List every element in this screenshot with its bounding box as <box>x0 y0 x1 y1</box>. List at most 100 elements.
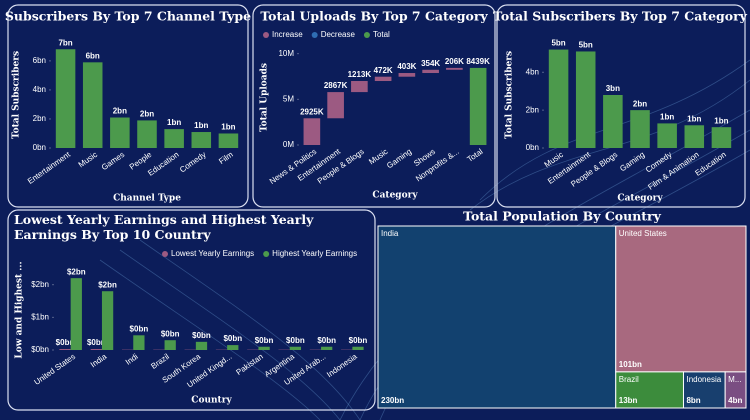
bar <box>398 73 416 77</box>
value-label: $0bn <box>130 324 149 333</box>
x-tick-label: Film & Animation <box>646 150 700 192</box>
legend-marker <box>363 32 370 38</box>
y-tick-label: 4bn <box>33 85 46 94</box>
bar <box>90 349 102 350</box>
bar <box>110 117 130 148</box>
y-axis-label: Total Subscribers <box>12 51 22 139</box>
cell-value: 101bn <box>619 360 642 369</box>
x-tick-label: Total <box>465 147 484 164</box>
y-axis-label: Low and Highest ... <box>15 261 25 358</box>
x-tick-label: Games <box>100 150 126 172</box>
x-tick-label: Music <box>77 150 99 169</box>
bar <box>218 133 239 148</box>
y-tick-label: 6bn <box>33 56 46 65</box>
x-tick-label: Gaming <box>385 147 413 170</box>
x-tick-label: Indi <box>124 352 140 367</box>
value-label: 403K <box>397 62 416 71</box>
x-tick-label: Indonesia <box>325 352 359 380</box>
cell-value: 4bn <box>728 396 742 405</box>
legend-marker <box>311 32 318 38</box>
y-tick-label: 10M <box>278 49 294 58</box>
panel <box>496 4 746 208</box>
bar <box>548 49 569 149</box>
y-axis-label: Total Uploads <box>260 63 270 132</box>
bar <box>137 120 157 148</box>
value-label: $0bn <box>223 334 242 343</box>
value-label: 1213K <box>348 70 372 79</box>
legend-marker <box>263 251 270 257</box>
y-tick-label: 4bn <box>526 67 539 76</box>
legend-label: Decrease <box>321 30 356 39</box>
bar <box>469 67 487 145</box>
y-tick-label: 2bn <box>33 114 46 123</box>
bar <box>133 335 145 350</box>
bar <box>59 349 71 350</box>
bar <box>101 291 114 350</box>
chart-title: Total Uploads By Top 7 Category <box>260 9 488 24</box>
bar <box>657 123 677 148</box>
panel <box>7 209 376 411</box>
value-label: $2bn <box>98 280 117 289</box>
value-label: 7bn <box>58 38 72 47</box>
legend-marker <box>162 251 168 257</box>
value-label: $0bn <box>161 329 180 338</box>
chart-title: Total Population By Country <box>463 209 662 224</box>
x-tick-label: Gaming <box>618 150 646 173</box>
y-tick-label: 5M <box>283 94 294 103</box>
x-tick-label: Comedy <box>178 150 208 174</box>
value-label: 472K <box>374 66 393 75</box>
value-label: 2867K <box>324 81 348 90</box>
treemap-cell <box>724 371 747 409</box>
y-tick-label: $2bn <box>31 280 49 289</box>
value-label: $0bn <box>56 338 75 347</box>
value-label: 5bn <box>579 41 593 50</box>
value-label: 206K <box>445 57 464 66</box>
value-label: 354K <box>421 59 440 68</box>
value-label: 5bn <box>551 39 565 48</box>
x-tick-label: Film <box>217 150 235 166</box>
x-axis-label: Country <box>191 396 232 406</box>
cell-value: 230bn <box>381 396 404 405</box>
cell-value: 8bn <box>686 396 700 405</box>
y-tick-label: 2bn <box>526 105 539 114</box>
x-axis-label: Channel Type <box>113 194 181 204</box>
cell-label: M... <box>728 375 741 384</box>
y-tick-label: $0bn <box>31 345 49 354</box>
x-tick-label: United States <box>32 352 77 387</box>
legend-label: Increase <box>272 30 303 39</box>
bar <box>603 95 623 148</box>
panel <box>252 4 496 208</box>
y-tick-label: 0M <box>283 140 294 149</box>
bar <box>195 341 208 350</box>
x-tick-label: India <box>89 352 109 370</box>
bar <box>258 346 270 350</box>
y-tick-label: 0bn <box>33 143 46 152</box>
legend-label: Total <box>373 30 390 39</box>
value-label: $0bn <box>286 336 305 345</box>
cell-label: Brazil <box>619 375 639 384</box>
value-label: 1bn <box>660 113 674 122</box>
value-label: $0bn <box>255 336 274 345</box>
value-label: 2bn <box>113 107 127 116</box>
x-tick-label: People & Blogs <box>569 150 619 189</box>
value-label: 2bn <box>633 99 647 108</box>
cell-label: Indonesia <box>686 375 721 384</box>
bar <box>422 69 439 74</box>
value-label: $0bn <box>192 331 211 340</box>
bar <box>321 346 333 350</box>
bar <box>303 118 321 145</box>
value-label: $2bn <box>67 267 86 276</box>
cell-label: India <box>381 229 399 238</box>
y-tick-label: $1bn <box>31 312 49 321</box>
bar <box>446 67 463 70</box>
value-label: 1bn <box>221 123 235 132</box>
bar <box>327 92 344 119</box>
value-label: 1bn <box>194 121 208 130</box>
value-label: $0bn <box>349 336 368 345</box>
panel <box>7 4 249 208</box>
value-label: 1bn <box>167 118 181 127</box>
value-label: $0bn <box>87 338 106 347</box>
bar <box>684 125 705 148</box>
